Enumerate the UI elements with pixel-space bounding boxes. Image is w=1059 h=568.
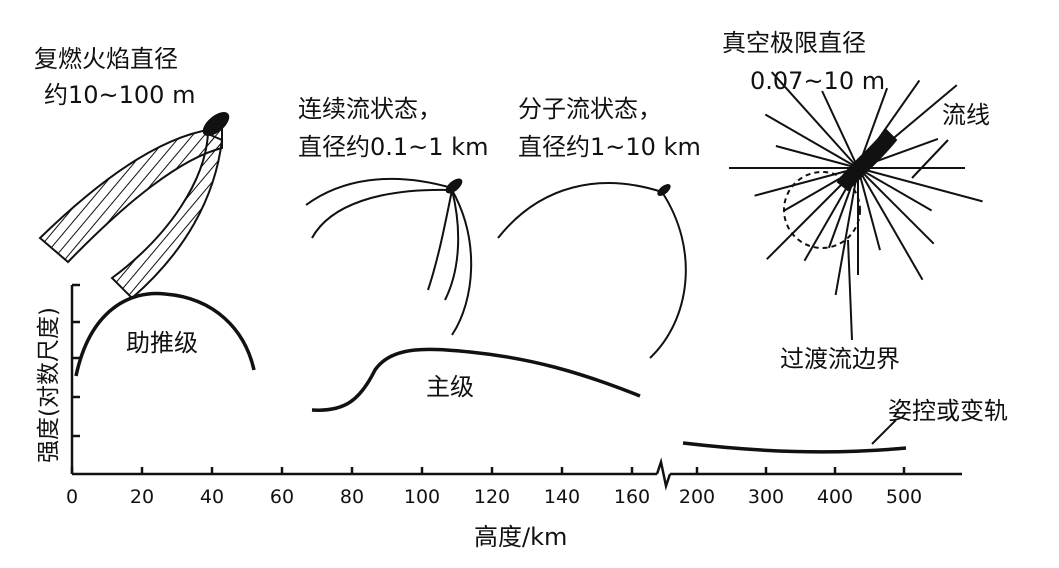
x-tick-label: 120 [473, 486, 511, 508]
continuum-title: 连续流状态， [298, 95, 442, 123]
x-axis-title: 高度/km [474, 523, 568, 551]
continuum-stream-2 [311, 188, 453, 239]
y-ticks [72, 283, 80, 438]
molecular-stream-2 [649, 191, 687, 359]
booster-curve [74, 291, 256, 377]
streamline-ray [764, 113, 859, 169]
y-axis-title-wrap: 强度(对数尺度) [22, 300, 70, 470]
x-tick-label: 200 [678, 486, 716, 508]
y-axis-title: 强度(对数尺度) [36, 307, 62, 463]
continuum-stream-4 [444, 189, 460, 301]
x-tick-label: 400 [816, 486, 854, 508]
continuum-stream-3 [451, 189, 473, 336]
transition-boundary [783, 171, 861, 249]
plume-left-band [38, 126, 223, 264]
streamline-ray [754, 167, 859, 197]
x-tick-label: 500 [885, 486, 923, 508]
streamline-label: 流线 [942, 101, 990, 129]
attitude-curve [682, 441, 907, 454]
reignition-title: 复燃火焰直径 [34, 45, 178, 73]
vacuum-diameter: 0.07~10 m [750, 67, 886, 95]
streamline-ray [770, 71, 859, 169]
streamline-ray [857, 167, 881, 251]
streamline-ray [857, 167, 924, 281]
vacuum-plume [729, 71, 983, 341]
continuum-stream-5 [427, 189, 453, 291]
intensity-curves [74, 291, 907, 454]
streamline-ray [857, 167, 933, 212]
vacuum-title: 真空极限直径 [722, 29, 866, 57]
reignition-plume [38, 112, 230, 300]
streamline-ray [775, 145, 859, 169]
x-tick-label: 100 [403, 486, 441, 508]
x-tick-label: 140 [543, 486, 581, 508]
rocket-body [202, 112, 230, 136]
attitude-label: 姿控或变轨 [888, 397, 1008, 425]
continuum-stream-1 [305, 177, 453, 206]
streamline-ray [857, 167, 935, 245]
transition-pointer [847, 239, 853, 341]
continuum-plume [305, 177, 473, 336]
x-tick-label: 40 [199, 486, 225, 508]
x-tick-label: 20 [129, 486, 155, 508]
molecular-plume [497, 182, 687, 359]
x-tick-label: 0 [65, 486, 79, 508]
x-tick-label: 80 [339, 486, 365, 508]
continuum-rocket [445, 178, 463, 194]
x-tick-label: 60 [269, 486, 295, 508]
streamline-ray [821, 90, 859, 169]
x-tick-label: 300 [747, 486, 785, 508]
continuum-diameter: 直径约0.1~1 km [298, 133, 489, 161]
streamline-ray [857, 167, 983, 203]
molecular-title: 分子流状态， [518, 95, 662, 123]
axes [70, 283, 962, 491]
molecular-rocket [657, 184, 671, 196]
molecular-diameter: 直径约1~10 km [518, 133, 701, 161]
streamline-pointer [911, 139, 949, 179]
x-tick-label: 160 [613, 486, 651, 508]
vacuum-core [836, 128, 898, 192]
axis-break [655, 457, 672, 491]
x-ticks [70, 467, 906, 474]
main-stage-curve [311, 347, 641, 412]
reignition-diameter: 约10~100 m [44, 81, 196, 109]
transition-label: 过渡流边界 [780, 345, 900, 373]
main-stage-label: 主级 [426, 373, 474, 401]
booster-label: 助推级 [126, 329, 198, 357]
attitude-pointer [871, 419, 897, 445]
molecular-stream-1 [497, 182, 663, 239]
